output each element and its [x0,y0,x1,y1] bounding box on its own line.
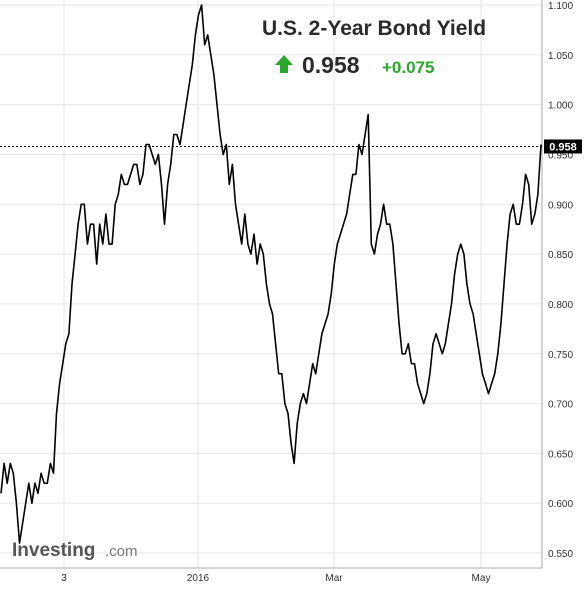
chart-title: U.S. 2-Year Bond Yield [262,17,486,40]
y-tick-label: 1.100 [548,1,573,12]
y-tick-label: 0.950 [548,150,573,161]
y-tick-label: 0.550 [548,549,573,560]
y-tick-label: 0.750 [548,350,573,361]
x-tick-label: Mar [325,573,343,584]
series-layer [0,4,542,544]
grid-layer [0,0,543,569]
y-tick-label: 0.700 [548,400,573,411]
y-tick-label: 0.650 [548,449,573,460]
series-line [0,4,542,544]
y-tick-label: 0.800 [548,300,573,311]
y-ticks: 0.550 0.600 0.650 0.700 0.750 0.800 0.850 0.900… [548,1,573,560]
up-arrow-icon [275,55,293,73]
x-tick-label: May [472,573,491,584]
logo-suffix: .com [105,543,138,560]
logo-word: Investing [12,540,95,561]
last-value: 0.958 [302,52,360,78]
x-tick-label: 3 [61,573,67,584]
y-tick-label: 1.000 [548,101,573,112]
y-tick-label: 0.900 [548,200,573,211]
current-price-tag: 0.958 [544,139,582,154]
y-tick-label: 0.600 [548,499,573,510]
current-price-label: 0.958 [549,141,577,153]
investing-logo: Investing .com [12,540,138,561]
change-value: +0.075 [382,58,434,77]
y-tick-label: 1.050 [548,51,573,62]
x-tick-label: 2016 [187,573,210,584]
y-tick-label: 0.850 [548,250,573,261]
x-ticks: 3 2016 Mar May [61,573,490,584]
